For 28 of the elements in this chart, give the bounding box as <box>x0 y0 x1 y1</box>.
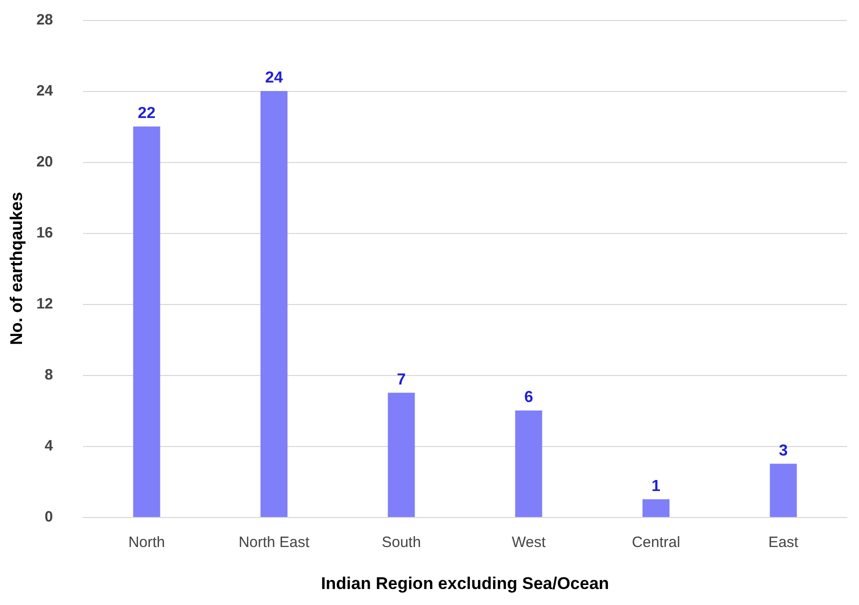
data-label: 7 <box>396 371 406 388</box>
data-label: 24 <box>265 70 283 86</box>
x-tick-label: West <box>512 534 546 551</box>
y-tick-label: 28 <box>36 12 53 28</box>
data-label: 1 <box>652 478 661 495</box>
y-tick-label: 24 <box>36 82 54 100</box>
y-tick-label: 0 <box>44 508 53 526</box>
data-label: 22 <box>138 105 156 122</box>
bar <box>770 464 797 517</box>
x-tick-label: North East <box>238 534 310 551</box>
bar <box>260 91 288 517</box>
y-tick-label: 8 <box>44 366 53 384</box>
bar <box>642 499 670 517</box>
x-axis-title: Indian Region excluding Sea/Ocean <box>320 574 610 593</box>
x-tick-label: Central <box>632 534 680 551</box>
y-tick-label: 16 <box>36 224 53 242</box>
bar <box>388 392 415 517</box>
bar <box>133 126 160 517</box>
x-tick-label: East <box>768 534 800 551</box>
x-tick-label: North <box>128 534 166 551</box>
y-axis-title: No. of earthqaukes <box>7 192 26 346</box>
y-tick-label: 20 <box>36 154 53 170</box>
y-tick-label: 4 <box>44 438 54 454</box>
y-tick-label: 12 <box>36 296 53 312</box>
data-label: 6 <box>524 389 534 406</box>
x-tick-label: South <box>382 534 421 551</box>
bar <box>515 410 542 517</box>
data-label: 3 <box>778 442 788 460</box>
